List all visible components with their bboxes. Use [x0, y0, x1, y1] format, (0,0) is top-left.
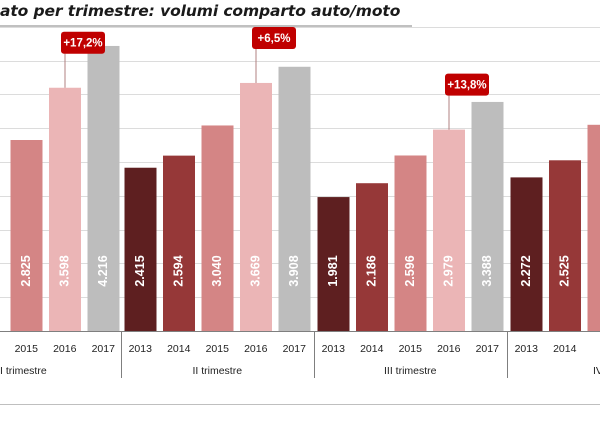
bar-value-label: 2.979 [441, 255, 455, 286]
bar-value-label: 3.908 [287, 255, 301, 286]
bar [278, 66, 311, 331]
bar-value-label: 2.272 [519, 255, 533, 286]
year-tick-label: 2013 [322, 343, 346, 355]
bar [549, 160, 581, 331]
bar [394, 155, 427, 331]
growth-callout-box [61, 31, 105, 54]
growth-callout-label: +13,8% [447, 80, 486, 92]
bar [587, 124, 600, 331]
growth-callout-label: +6,5% [258, 33, 291, 45]
bar [317, 197, 350, 331]
growth-callout-box [445, 73, 489, 96]
bar-value-label: 1.981 [326, 255, 340, 286]
bar-value-label: 3.388 [480, 255, 494, 286]
growth-callout-label: +17,2% [63, 38, 102, 50]
bar-value-label: 2.594 [171, 255, 185, 286]
bar-value-label: 3.598 [57, 255, 71, 286]
chart-title: ato per trimestre: volumi comparto auto/… [0, 2, 401, 20]
year-tick-label: 2015 [399, 343, 423, 355]
bar [240, 82, 272, 331]
bar [471, 101, 504, 331]
year-tick-label: 2016 [437, 343, 461, 355]
bar-value-label: 2.525 [557, 255, 571, 286]
quarter-label: I trimestre [0, 365, 47, 377]
year-tick-label: 2016 [244, 343, 268, 355]
year-tick-label: 2017 [283, 343, 307, 355]
bar [433, 129, 465, 331]
growth-callout-box [252, 26, 296, 49]
quarter-label: II trimestre [192, 365, 242, 377]
bar-value-label: 3.669 [248, 255, 262, 286]
year-tick-label: 2014 [553, 343, 577, 355]
quarter-label: III trimestre [384, 365, 437, 377]
bar-value-label: 2.186 [364, 255, 378, 286]
bar [87, 45, 120, 332]
bar-value-label: 3.040 [210, 255, 224, 286]
bar [356, 183, 388, 331]
bar [201, 125, 234, 331]
year-tick-label: 2014 [167, 343, 191, 355]
year-tick-label: 2014 [360, 343, 384, 355]
year-tick-label: 2015 [206, 343, 230, 355]
year-tick-label: 2013 [129, 343, 153, 355]
axis-labels: 2015 2016 2017 I trimestre 2013 2014 2015 2016 2… [0, 331, 600, 405]
bar [163, 155, 195, 331]
bar [10, 140, 43, 331]
year-tick-label: 2017 [476, 343, 500, 355]
year-tick-label: 2016 [53, 343, 77, 355]
bar [510, 177, 543, 331]
bar-value-label: 2.415 [133, 255, 147, 286]
bar-value-label: 4.216 [96, 255, 110, 286]
bar [124, 167, 157, 331]
bar [49, 87, 81, 331]
bar-value-label: 2.825 [19, 255, 33, 286]
quarter-label: IV [593, 365, 600, 377]
bar-value-label: 2.596 [403, 255, 417, 286]
bars: 2.825 3.598 4.216 +17,2% 2.415 2.594 3.040 3.66… [10, 26, 600, 332]
year-tick-label: 2017 [92, 343, 116, 355]
year-tick-label: 2015 [15, 343, 39, 355]
year-tick-label: 2013 [515, 343, 539, 355]
